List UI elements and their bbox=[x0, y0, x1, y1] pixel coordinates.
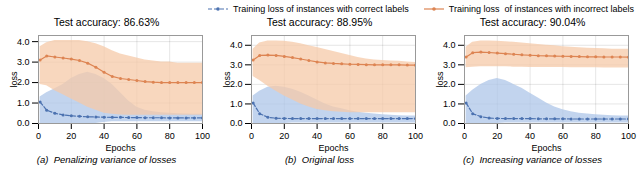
svg-text:2.0: 2.0 bbox=[442, 79, 455, 90]
svg-text:2.0: 2.0 bbox=[16, 77, 29, 88]
html-text:Test accuracy: 86.63%: Test accuracy: 86.63% bbox=[53, 16, 160, 28]
svg-text:100: 100 bbox=[407, 131, 422, 141]
html-text:Test accuracy: 90.04%: Test accuracy: 90.04% bbox=[479, 16, 586, 28]
svg-text:0.0: 0.0 bbox=[229, 118, 242, 128]
svg-text:1.0: 1.0 bbox=[442, 99, 455, 109]
svg-text:1.0: 1.0 bbox=[229, 99, 242, 109]
svg-text:60: 60 bbox=[131, 131, 141, 141]
svg-text:80: 80 bbox=[590, 131, 600, 141]
svg-text:Epochs: Epochs bbox=[105, 143, 136, 153]
svg-text:60: 60 bbox=[344, 131, 354, 141]
svg-text:20: 20 bbox=[492, 131, 502, 141]
svg-text:100: 100 bbox=[620, 131, 635, 141]
html-text:(b) Original loss: (b) Original loss bbox=[284, 154, 355, 165]
svg-text:loss: loss bbox=[434, 71, 444, 88]
html-text:(c) Increasing variance of los: (c) Increasing variance of losses bbox=[463, 154, 602, 165]
svg-text:40: 40 bbox=[312, 131, 322, 141]
html-text:Training loss of instances wit: Training loss of instances with correct … bbox=[233, 4, 409, 14]
svg-text:3.0: 3.0 bbox=[229, 60, 242, 70]
svg-text:80: 80 bbox=[164, 131, 174, 141]
svg-text:4.0: 4.0 bbox=[229, 40, 242, 50]
svg-text:3.0: 3.0 bbox=[16, 57, 29, 67]
svg-text:20: 20 bbox=[279, 131, 289, 141]
svg-text:loss: loss bbox=[221, 71, 231, 88]
svg-text:60: 60 bbox=[557, 131, 567, 141]
svg-text:0.0: 0.0 bbox=[16, 118, 29, 128]
svg-text:20: 20 bbox=[66, 131, 76, 141]
svg-text:2.0: 2.0 bbox=[229, 79, 242, 90]
svg-text:loss: loss bbox=[8, 71, 18, 88]
svg-text:40: 40 bbox=[99, 131, 109, 141]
svg-text:1.0: 1.0 bbox=[16, 98, 29, 108]
svg-text:4.0: 4.0 bbox=[442, 40, 455, 50]
svg-text:40: 40 bbox=[525, 131, 535, 141]
svg-text:Epochs: Epochs bbox=[318, 143, 349, 153]
svg-text:Epochs: Epochs bbox=[531, 143, 562, 153]
svg-text:3.0: 3.0 bbox=[442, 60, 455, 70]
svg-text:4.0: 4.0 bbox=[16, 37, 29, 47]
svg-text:0: 0 bbox=[461, 131, 466, 141]
svg-text:0: 0 bbox=[35, 131, 40, 141]
svg-text:0.0: 0.0 bbox=[442, 118, 455, 128]
html-text:Training loss of instances wit: Training loss of instances with incorrec… bbox=[448, 4, 634, 14]
html-text:(a) Penalizing variance of los: (a) Penalizing variance of losses bbox=[36, 154, 177, 165]
html-text:Test accuracy: 88.95%: Test accuracy: 88.95% bbox=[266, 16, 373, 28]
svg-text:0: 0 bbox=[248, 131, 253, 141]
svg-text:80: 80 bbox=[377, 131, 387, 141]
svg-text:100: 100 bbox=[194, 131, 209, 141]
